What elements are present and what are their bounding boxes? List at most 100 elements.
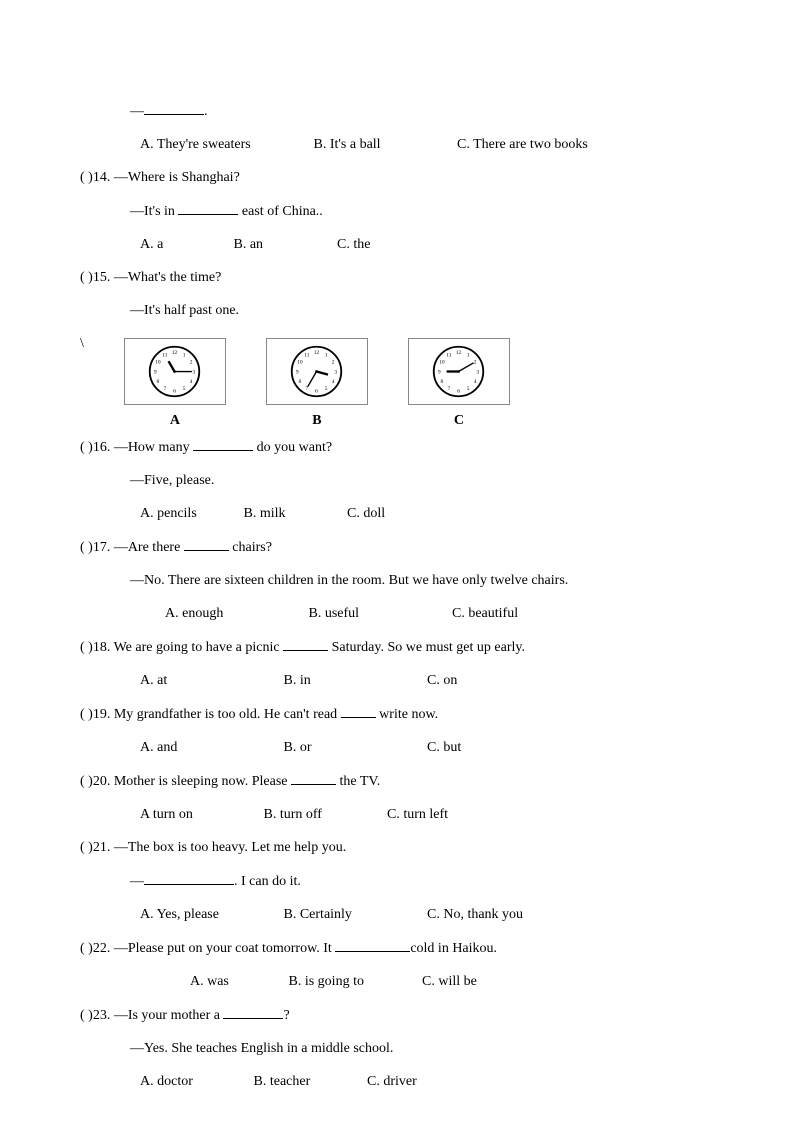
clock-B[interactable]: 123456789101112 B	[266, 338, 368, 431]
q16-stem-post: do you want?	[253, 440, 332, 455]
svg-text:7: 7	[306, 386, 309, 392]
q17-stem-post: chairs?	[229, 540, 272, 555]
svg-text:11: 11	[305, 353, 311, 359]
q13-optC[interactable]: C. There are two books	[457, 134, 588, 155]
svg-text:3: 3	[335, 369, 338, 375]
q14-ans-pre: —It's in	[130, 204, 178, 219]
svg-text:7: 7	[448, 386, 451, 392]
q19-blank[interactable]	[341, 703, 376, 718]
q17-stem: ( )17. —Are there chairs?	[80, 536, 720, 558]
q14-optB[interactable]: B. an	[234, 234, 334, 255]
svg-text:6: 6	[174, 389, 177, 395]
svg-text:3: 3	[477, 369, 480, 375]
q22-optB[interactable]: B. is going to	[289, 971, 419, 992]
q14-blank[interactable]	[178, 200, 238, 215]
q17-optC[interactable]: C. beautiful	[452, 603, 518, 624]
q13-options: A. They're sweaters B. It's a ball C. Th…	[140, 134, 720, 155]
svg-text:4: 4	[190, 379, 193, 385]
q23-answer: —Yes. She teaches English in a middle sc…	[130, 1038, 720, 1059]
q22-optA[interactable]: A. was	[190, 971, 285, 992]
q15-clocks-row-container: \ 123456789101112 A	[80, 333, 720, 436]
q21-optB[interactable]: B. Certainly	[284, 904, 424, 925]
clock-C-frame: 123456789101112	[408, 338, 510, 405]
q19-optA[interactable]: A. and	[140, 737, 280, 758]
q16-blank[interactable]	[193, 436, 253, 451]
q23-blank[interactable]	[223, 1004, 283, 1019]
q18-optC[interactable]: C. on	[427, 670, 457, 691]
q21-optC[interactable]: C. No, thank you	[427, 904, 523, 925]
q21-blank[interactable]	[144, 870, 234, 885]
q20-stem: ( )20. Mother is sleeping now. Please th…	[80, 770, 720, 792]
q17-optA[interactable]: A. enough	[165, 603, 305, 624]
q16-optA[interactable]: A. pencils	[140, 503, 240, 524]
clock-A[interactable]: 123456789101112 A	[124, 338, 226, 431]
clock-A-svg: 123456789101112	[147, 344, 202, 399]
clock-C[interactable]: 123456789101112 C	[408, 338, 510, 431]
svg-text:2: 2	[474, 360, 477, 366]
q20-optB[interactable]: B. turn off	[264, 804, 384, 825]
q23-optB[interactable]: B. teacher	[254, 1071, 364, 1092]
q20-options: A turn on B. turn off C. turn left	[140, 804, 720, 825]
q18-optB[interactable]: B. in	[284, 670, 424, 691]
q14-optA[interactable]: A. a	[140, 234, 230, 255]
q13-period: .	[204, 104, 208, 119]
q17-stem-pre: ( )17. —Are there	[80, 540, 184, 555]
svg-text:9: 9	[296, 369, 299, 375]
q16-stem: ( )16. —How many do you want?	[80, 436, 720, 458]
svg-text:8: 8	[299, 379, 302, 385]
svg-text:12: 12	[456, 350, 462, 356]
q22-blank[interactable]	[335, 937, 410, 952]
q21-stem: ( )21. —The box is too heavy. Let me hel…	[80, 837, 720, 858]
svg-text:5: 5	[183, 386, 186, 392]
q20-stem-post: the TV.	[336, 774, 380, 789]
q13-optA[interactable]: A. They're sweaters	[140, 134, 310, 155]
q18-optA[interactable]: A. at	[140, 670, 280, 691]
q19-optC[interactable]: C. but	[427, 737, 461, 758]
q15-stem: ( )15. —What's the time?	[80, 267, 720, 288]
q18-stem-post: Saturday. So we must get up early.	[328, 640, 525, 655]
q23-stem-post: ?	[283, 1008, 289, 1023]
q20-blank[interactable]	[291, 770, 336, 785]
svg-text:5: 5	[467, 386, 470, 392]
svg-text:10: 10	[155, 360, 161, 366]
q23-optA[interactable]: A. doctor	[140, 1071, 250, 1092]
q22-optC[interactable]: C. will be	[422, 971, 477, 992]
q13-dash-line: —.	[130, 100, 720, 122]
q20-optA[interactable]: A turn on	[140, 804, 260, 825]
svg-text:1: 1	[325, 353, 328, 359]
q13-optB[interactable]: B. It's a ball	[314, 134, 454, 155]
q17-options: A. enough B. useful C. beautiful	[165, 603, 720, 624]
q13-blank[interactable]	[144, 100, 204, 115]
q18-blank[interactable]	[283, 636, 328, 651]
q20-optC[interactable]: C. turn left	[387, 804, 448, 825]
q21-ans-post: . I can do it.	[234, 874, 301, 889]
svg-text:4: 4	[332, 379, 335, 385]
q14-optC[interactable]: C. the	[337, 234, 370, 255]
q23-optC[interactable]: C. driver	[367, 1071, 417, 1092]
q21-options: A. Yes, please B. Certainly C. No, thank…	[140, 904, 720, 925]
q13-dash: —	[130, 104, 144, 119]
q16-stem-pre: ( )16. —How many	[80, 440, 193, 455]
q15-slash: \	[80, 333, 84, 354]
q16-optC[interactable]: C. doll	[347, 503, 385, 524]
q19-stem-post: write now.	[376, 707, 438, 722]
svg-text:12: 12	[314, 350, 320, 356]
clock-B-frame: 123456789101112	[266, 338, 368, 405]
svg-text:2: 2	[190, 360, 193, 366]
q17-answer: —No. There are sixteen children in the r…	[130, 570, 720, 591]
q19-optB[interactable]: B. or	[284, 737, 424, 758]
q22-stem-post: cold in Haikou.	[410, 941, 497, 956]
q14-answer: —It's in east of China..	[130, 200, 720, 222]
svg-text:11: 11	[447, 353, 453, 359]
svg-text:5: 5	[325, 386, 328, 392]
clock-C-svg: 123456789101112	[431, 344, 486, 399]
q17-optB[interactable]: B. useful	[309, 603, 449, 624]
q19-options: A. and B. or C. but	[140, 737, 720, 758]
q19-stem: ( )19. My grandfather is too old. He can…	[80, 703, 720, 725]
svg-text:2: 2	[332, 360, 335, 366]
svg-text:6: 6	[458, 389, 461, 395]
q21-optA[interactable]: A. Yes, please	[140, 904, 280, 925]
q17-blank[interactable]	[184, 536, 229, 551]
svg-text:8: 8	[441, 379, 444, 385]
q16-optB[interactable]: B. milk	[244, 503, 344, 524]
